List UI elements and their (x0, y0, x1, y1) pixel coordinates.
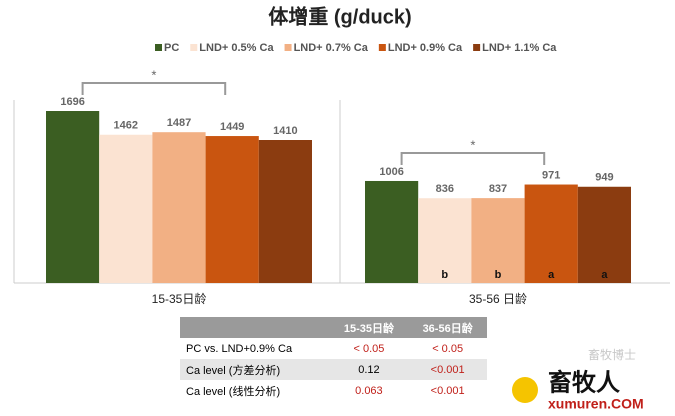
significance-letter: b (441, 269, 448, 281)
x-tick-label: 15-35日龄 (152, 292, 207, 306)
table-row: Ca level (方差分析) 0.12 <0.001 (180, 359, 487, 380)
bar (365, 180, 419, 283)
value-cell: 0.12 (329, 359, 409, 380)
value-label: 1696 (60, 96, 84, 108)
value-label: 971 (542, 169, 560, 181)
watermark-site: xumuren.COM (548, 396, 644, 412)
legend-label: PC (164, 42, 179, 54)
x-tick-label: 35-56 日龄 (469, 292, 527, 306)
bar (205, 136, 259, 283)
bar (471, 198, 525, 283)
value-label: 1006 (379, 166, 403, 178)
legend-swatch (473, 44, 481, 51)
significance-letter: b (495, 269, 502, 281)
value-cell: < 0.05 (432, 342, 464, 355)
watermark-icon (512, 377, 538, 403)
bar (577, 186, 631, 283)
value-label: 836 (436, 183, 454, 195)
watermark-account: 畜牧博士 (588, 347, 636, 362)
bar (99, 134, 153, 283)
table-row: Ca level (线性分析) 0.063 <0.001 (180, 380, 487, 401)
bar (524, 184, 578, 283)
bar (152, 132, 206, 283)
significance-bracket (400, 151, 546, 165)
legend-label: LND+ 0.5% Ca (199, 42, 274, 54)
value-cell: <0.001 (430, 384, 465, 397)
header-row: 15-35日龄 36-56日龄 (180, 317, 487, 338)
significance-letter: a (601, 269, 608, 281)
significance-star: * (470, 137, 475, 152)
legend-label: LND+ 0.9% Ca (388, 42, 463, 54)
legend-label: LND+ 0.7% Ca (294, 42, 369, 54)
row-label: Ca level (线性分析) (186, 385, 281, 398)
legend-swatch (284, 44, 292, 51)
value-label: 1462 (114, 120, 138, 132)
header-cell: 36-56日龄 (408, 317, 487, 338)
legend-swatch (378, 44, 386, 51)
row-label: Ca level (方差分析) (180, 359, 330, 380)
significance-letter: a (548, 269, 555, 281)
value-label: 949 (595, 172, 613, 184)
legend-swatch (155, 44, 162, 51)
bar (418, 198, 472, 283)
value-cell: 0.063 (355, 384, 383, 397)
header-cell: 15-35日龄 (329, 317, 409, 338)
significance-bracket (81, 82, 227, 95)
value-label: 1410 (273, 125, 297, 137)
value-label: 1449 (220, 121, 244, 133)
value-label: 1487 (167, 117, 191, 129)
value-cell: < 0.05 (353, 342, 385, 355)
stats-table: 15-35日龄 36-56日龄 PC vs. LND+0.9% Ca < 0.05 < … (180, 317, 487, 401)
bar (258, 140, 312, 283)
row-label: PC vs. LND+0.9% Ca (186, 342, 293, 355)
value-label: 837 (489, 183, 507, 195)
legend-label: LND+ 1.1% Ca (482, 42, 557, 54)
legend-swatch (190, 44, 198, 51)
bar (46, 111, 100, 283)
table-row: PC vs. LND+0.9% Ca < 0.05 < 0.05 (180, 338, 487, 359)
significance-star: * (151, 67, 156, 82)
chart-title: 体增重 (g/duck) (268, 4, 411, 28)
value-cell: <0.001 (408, 359, 487, 380)
header-cell (180, 317, 330, 338)
watermark-logo: 畜牧人 (548, 368, 620, 396)
